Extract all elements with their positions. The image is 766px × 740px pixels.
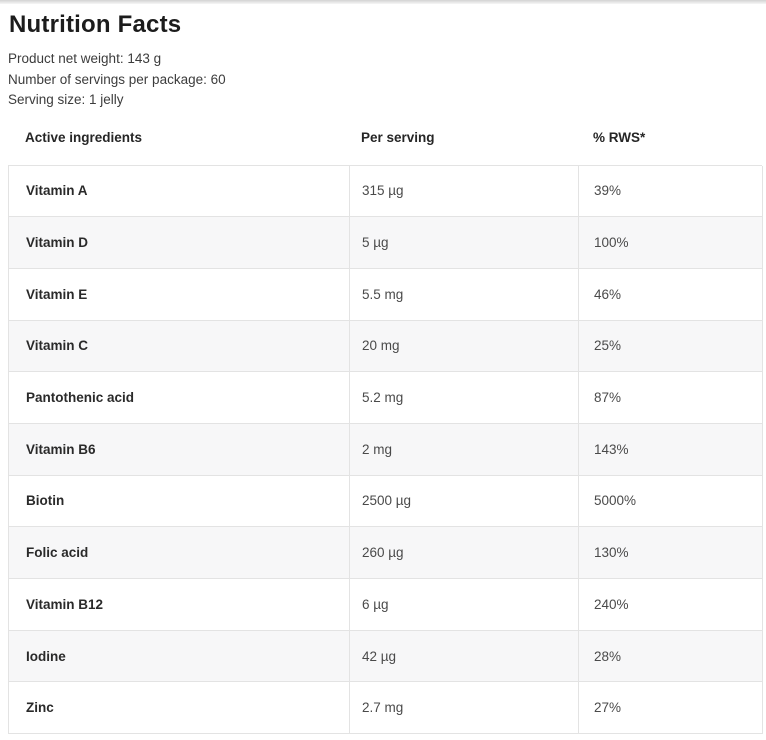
table-row: Zinc 2.7 mg 27% — [9, 682, 763, 735]
cell-per-serving: 2500 µg — [350, 475, 579, 528]
cell-rws: 5000% — [579, 475, 763, 528]
cell-per-serving: 2 mg — [350, 423, 579, 476]
table-row: Pantothenic acid 5.2 mg 87% — [9, 372, 763, 424]
cell-rws: 240% — [579, 579, 763, 631]
cell-per-serving: 5.2 mg — [350, 372, 579, 424]
cell-ingredient: Vitamin B6 — [9, 423, 350, 476]
table-row: Vitamin B6 2 mg 143% — [9, 423, 763, 476]
cell-ingredient: Zinc — [9, 682, 350, 735]
cell-ingredient: Vitamin E — [9, 268, 350, 321]
cell-per-serving: 260 µg — [350, 527, 579, 579]
table-row: Vitamin B12 6 µg 240% — [9, 579, 763, 631]
table-row: Vitamin A 315 µg 39% — [9, 165, 763, 218]
cell-ingredient: Vitamin D — [9, 217, 350, 269]
column-header-rws: % RWS* — [593, 130, 646, 145]
product-net-weight: Product net weight: 143 g — [8, 51, 162, 66]
column-header-active-ingredients: Active ingredients — [25, 130, 143, 145]
cell-ingredient: Iodine — [9, 630, 350, 683]
servings-per-package: Number of servings per package: 60 — [8, 71, 226, 87]
cell-ingredient: Vitamin A — [9, 165, 350, 218]
cell-ingredient: Vitamin B12 — [9, 579, 350, 631]
table-row: Iodine 42 µg 28% — [9, 630, 763, 683]
cell-rws: 28% — [579, 630, 763, 683]
cell-per-serving: 6 µg — [350, 579, 579, 631]
cell-per-serving: 5.5 mg — [350, 268, 579, 321]
table-row: Vitamin C 20 mg 25% — [9, 320, 763, 373]
table-row: Biotin 2500 µg 5000% — [9, 475, 763, 528]
cell-ingredient: Vitamin C — [9, 320, 350, 373]
cell-ingredient: Folic acid — [9, 527, 350, 579]
cell-rws: 27% — [579, 682, 763, 735]
page-title: Nutrition Facts — [9, 11, 182, 38]
cell-rws: 25% — [579, 320, 763, 373]
cell-per-serving: 5 µg — [350, 217, 579, 269]
nutrition-facts-section: Nutrition Facts Product net weight: 143 … — [0, 11, 766, 735]
cell-ingredient: Biotin — [9, 475, 350, 528]
table-row: Folic acid 260 µg 130% — [9, 527, 763, 579]
column-header-per-serving: Per serving — [361, 130, 435, 145]
cell-rws: 143% — [579, 423, 763, 476]
cell-per-serving: 315 µg — [350, 165, 579, 218]
cell-per-serving: 20 mg — [350, 320, 579, 373]
cell-rws: 39% — [579, 165, 763, 218]
cell-ingredient: Pantothenic acid — [9, 372, 350, 424]
cell-per-serving: 2.7 mg — [350, 682, 579, 735]
cell-rws: 100% — [579, 217, 763, 269]
cell-rws: 87% — [579, 372, 763, 424]
product-meta: Product net weight: 143 g Number of serv… — [8, 49, 762, 111]
cell-rws: 46% — [579, 268, 763, 321]
table-row: Vitamin E 5.5 mg 46% — [9, 268, 763, 321]
top-divider — [0, 0, 766, 4]
table-header-row: Active ingredients Per serving % RWS* — [8, 111, 762, 165]
cell-rws: 130% — [579, 527, 763, 579]
cell-per-serving: 42 µg — [350, 630, 579, 683]
serving-size: Serving size: 1 jelly — [8, 92, 124, 107]
